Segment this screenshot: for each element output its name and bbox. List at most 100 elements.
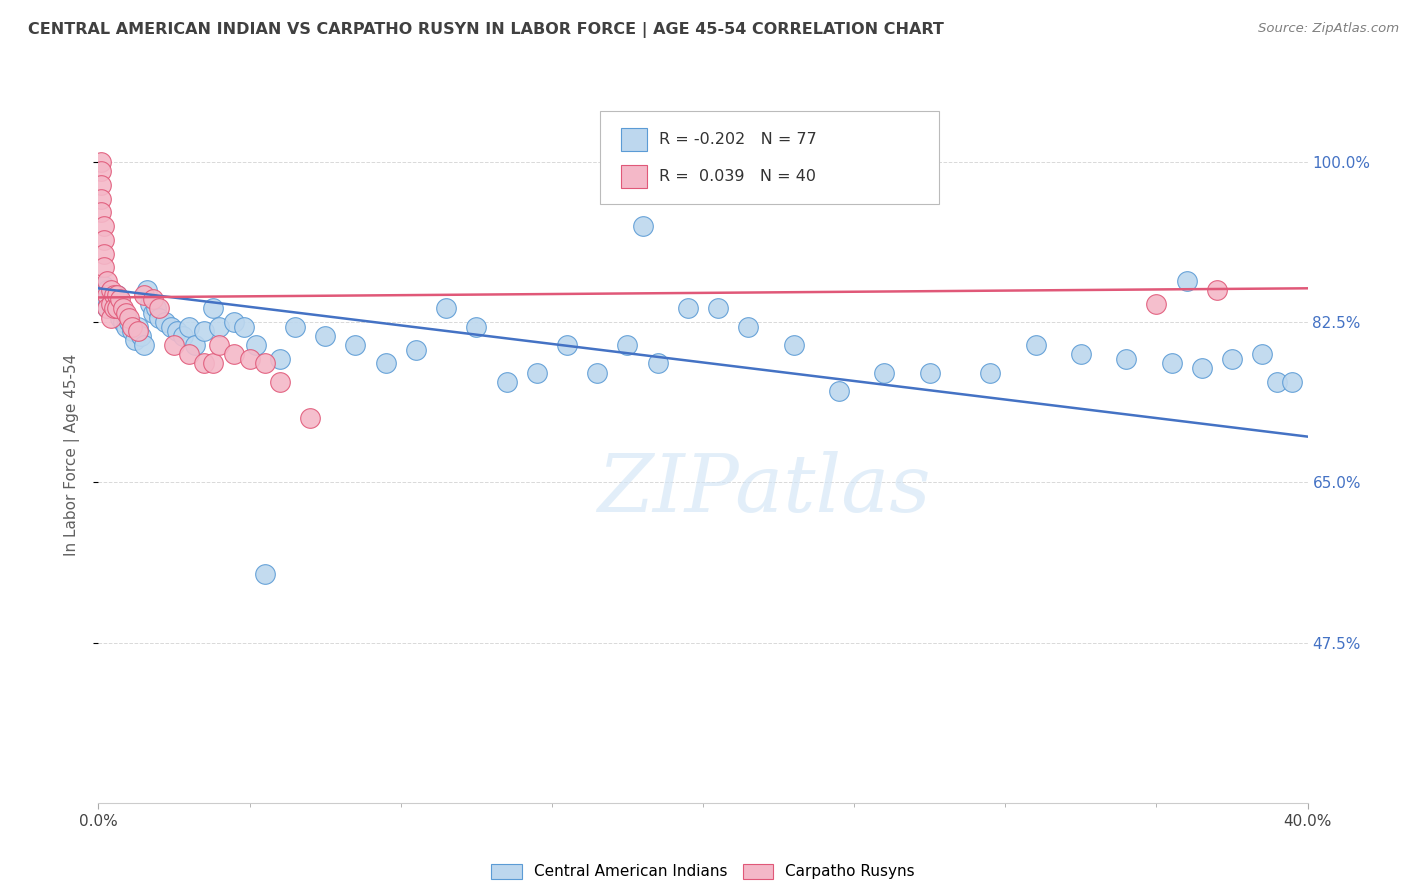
Point	[145, 301, 167, 316]
Point	[873, 366, 896, 380]
Point	[108, 293, 131, 307]
Point	[100, 297, 122, 311]
Point	[96, 293, 118, 307]
Point	[1144, 297, 1167, 311]
Point	[1281, 375, 1303, 389]
Point	[374, 356, 396, 370]
Point	[647, 356, 669, 370]
Point	[253, 356, 276, 370]
Point	[224, 315, 246, 329]
Point	[127, 319, 149, 334]
Point	[90, 293, 112, 307]
Point	[1191, 361, 1213, 376]
Point	[245, 338, 267, 352]
Point	[142, 293, 165, 307]
Point	[103, 301, 125, 316]
Point	[783, 338, 806, 352]
Point	[918, 366, 941, 380]
Point	[93, 260, 115, 275]
Point	[105, 301, 128, 316]
Point	[93, 278, 115, 293]
Point	[100, 310, 122, 325]
Point	[90, 178, 112, 192]
Point	[269, 351, 291, 366]
Point	[139, 297, 162, 311]
Point	[100, 287, 122, 301]
Point	[284, 319, 307, 334]
Point	[1267, 375, 1289, 389]
Point	[179, 347, 201, 361]
Point	[105, 287, 128, 301]
Point	[269, 375, 291, 389]
Text: ZIPatlas: ZIPatlas	[596, 451, 931, 528]
Point	[96, 287, 118, 301]
Point	[1220, 351, 1243, 366]
Point	[1160, 356, 1182, 370]
Point	[96, 283, 118, 297]
Point	[172, 329, 194, 343]
Text: Source: ZipAtlas.com: Source: ZipAtlas.com	[1258, 22, 1399, 36]
Point	[105, 287, 128, 301]
Point	[111, 315, 134, 329]
Point	[100, 297, 122, 311]
Point	[103, 301, 125, 316]
Point	[1115, 351, 1137, 366]
Point	[153, 315, 176, 329]
Point	[103, 293, 125, 307]
Legend: Central American Indians, Carpatho Rusyns: Central American Indians, Carpatho Rusyn…	[485, 857, 921, 886]
Text: R =  0.039   N = 40: R = 0.039 N = 40	[659, 169, 817, 185]
Point	[114, 319, 136, 334]
Point	[163, 338, 186, 352]
FancyBboxPatch shape	[621, 166, 647, 188]
Point	[121, 324, 143, 338]
Point	[299, 411, 322, 425]
Point	[1251, 347, 1274, 361]
Point	[93, 233, 115, 247]
Point	[124, 334, 146, 348]
Point	[114, 310, 136, 325]
Point	[127, 324, 149, 338]
Point	[142, 306, 165, 320]
Point	[100, 283, 122, 297]
Point	[90, 164, 112, 178]
Point	[1175, 274, 1198, 288]
Point	[148, 310, 170, 325]
Point	[93, 287, 115, 301]
Point	[193, 324, 215, 338]
Point	[526, 366, 548, 380]
Point	[239, 351, 262, 366]
Point	[132, 338, 155, 352]
Point	[405, 343, 427, 357]
Point	[434, 301, 457, 316]
FancyBboxPatch shape	[600, 111, 939, 204]
Point	[111, 301, 134, 316]
Point	[105, 297, 128, 311]
Point	[135, 283, 157, 297]
Point	[90, 205, 112, 219]
Point	[631, 219, 654, 233]
Point	[616, 338, 638, 352]
Point	[344, 338, 367, 352]
Point	[90, 192, 112, 206]
Point	[184, 338, 207, 352]
Point	[129, 329, 152, 343]
Point	[1206, 283, 1229, 297]
Point	[103, 287, 125, 301]
Point	[707, 301, 730, 316]
Point	[202, 356, 225, 370]
FancyBboxPatch shape	[621, 128, 647, 151]
Point	[314, 329, 336, 343]
Y-axis label: In Labor Force | Age 45-54: In Labor Force | Age 45-54	[65, 354, 80, 556]
Point	[93, 297, 115, 311]
Point	[253, 566, 276, 581]
Point	[90, 283, 112, 297]
Point	[93, 219, 115, 233]
Text: CENTRAL AMERICAN INDIAN VS CARPATHO RUSYN IN LABOR FORCE | AGE 45-54 CORRELATION: CENTRAL AMERICAN INDIAN VS CARPATHO RUSY…	[28, 22, 943, 38]
Point	[193, 356, 215, 370]
Text: R = -0.202   N = 77: R = -0.202 N = 77	[659, 132, 817, 147]
Point	[676, 301, 699, 316]
Point	[737, 319, 759, 334]
Point	[148, 301, 170, 316]
Point	[108, 310, 131, 325]
Point	[555, 338, 578, 352]
